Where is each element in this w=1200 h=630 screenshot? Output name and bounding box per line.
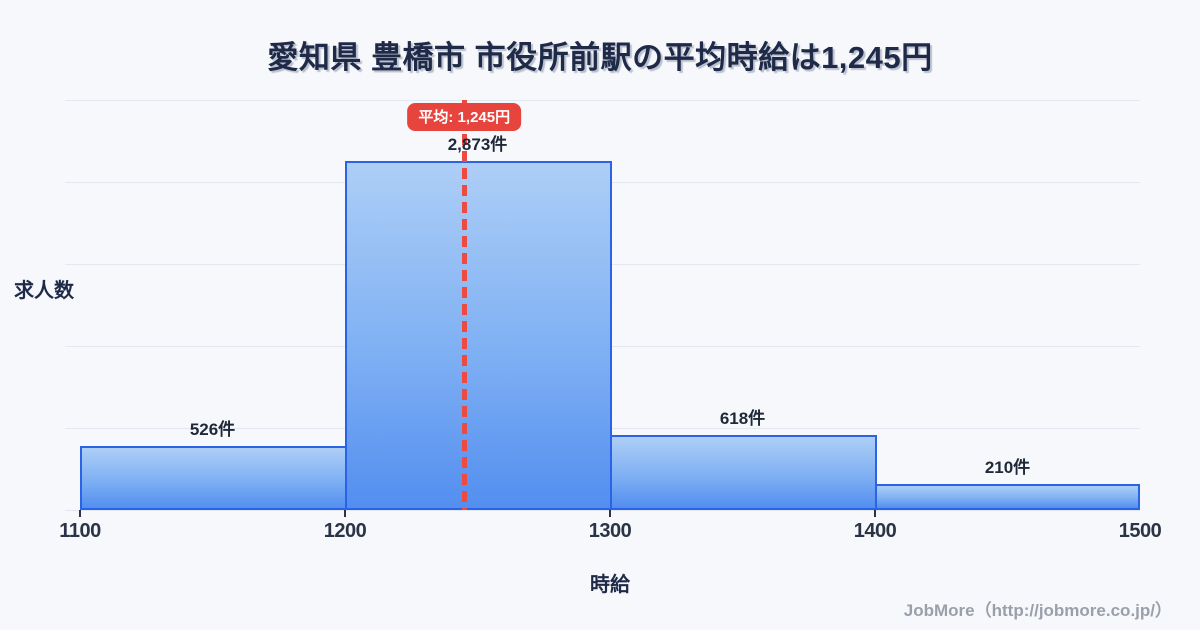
- average-badge: 平均: 1,245円: [407, 103, 522, 131]
- bar-value-label: 526件: [189, 420, 236, 439]
- axis-tick-label: 1100: [59, 520, 101, 542]
- axis-tick: [609, 510, 611, 517]
- axis-tick-label: 1300: [588, 520, 632, 542]
- credit-watermark: JobMore（http://jobmore.co.jp/）: [903, 601, 1172, 620]
- histogram-bar: [80, 446, 347, 510]
- bar-value-label: 210件: [984, 458, 1031, 477]
- axis-tick: [344, 510, 346, 517]
- average-line: [461, 100, 467, 510]
- axis-tick-label: 1200: [323, 520, 367, 542]
- axis-tick: [874, 510, 876, 517]
- chart-title: 愛知県 豊橋市 市役所前駅の平均時給は1,245円: [267, 40, 933, 75]
- y-axis-label: 求人数: [14, 280, 74, 302]
- gridline: [65, 510, 1140, 511]
- histogram-bar: [875, 484, 1140, 510]
- axis-tick: [79, 510, 81, 517]
- bar-value-label: 618件: [719, 409, 766, 428]
- bar-value-label: 2,873件: [447, 135, 508, 154]
- histogram-bar: [345, 161, 612, 510]
- axis-tick-label: 1400: [853, 520, 897, 542]
- x-axis-label: 時給: [590, 574, 630, 596]
- plot-area: 526件 2,873件 618件 210件 1100 1200 1300 1400 1500 平均…: [59, 100, 1162, 542]
- axis-tick-label: 1500: [1118, 520, 1162, 542]
- gridline: [65, 100, 1140, 101]
- histogram-bar: [610, 435, 877, 510]
